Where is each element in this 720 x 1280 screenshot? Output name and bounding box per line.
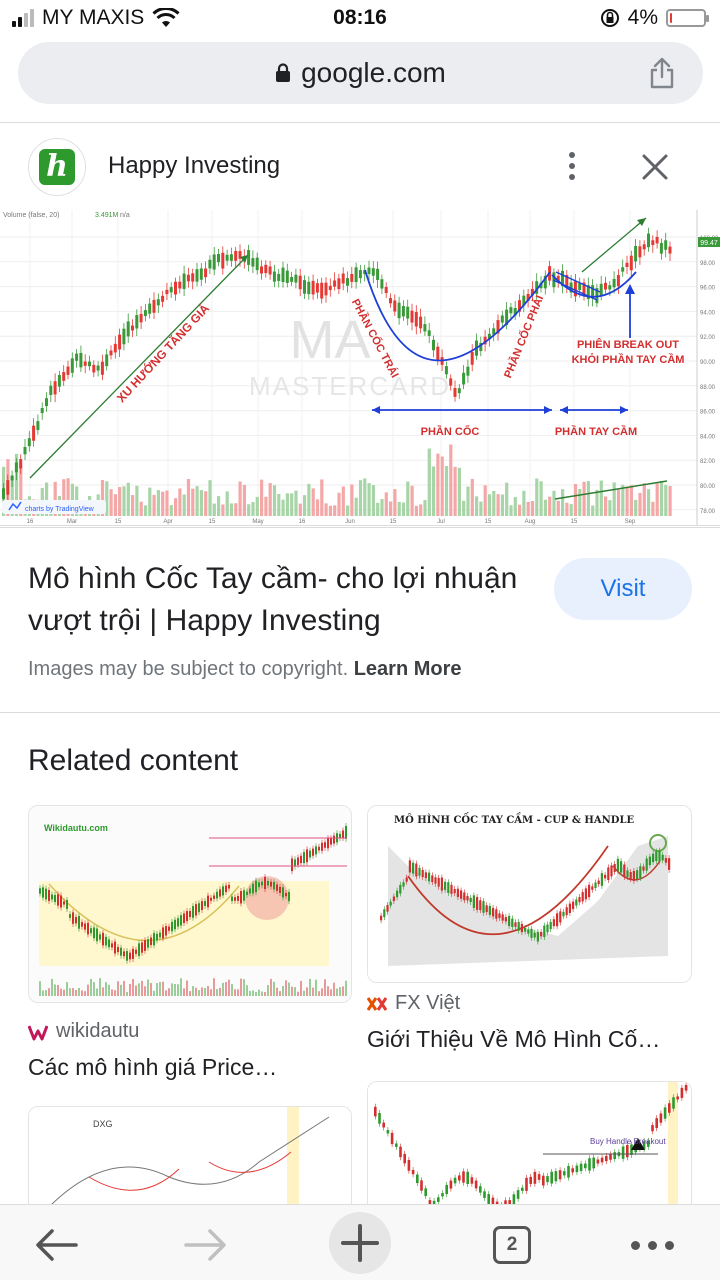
- annotation-breakout-2: KHỎI PHẦN TAY CẦM: [572, 353, 685, 366]
- x-tick-label: Aug: [525, 519, 536, 525]
- x-tick-label: 15: [485, 519, 492, 525]
- related-title-1[interactable]: Các mô hình giá Price…: [28, 1054, 278, 1080]
- wifi-icon: [152, 8, 180, 27]
- x-tick-label: Jul: [437, 519, 445, 525]
- carrier-label: MY MAXIS: [42, 6, 145, 29]
- back-button[interactable]: [26, 1215, 86, 1275]
- x-tick-label: 16: [27, 519, 34, 525]
- bottom-toolbar: 2: [0, 1204, 720, 1280]
- x-tick-label: 15: [209, 519, 216, 525]
- y-tick-label: 98.00: [700, 261, 716, 267]
- back-arrow-icon: [36, 1229, 78, 1261]
- y-tick-label: 90.00: [700, 360, 716, 366]
- source-logo[interactable]: h: [28, 138, 86, 196]
- x-tick-label: Mar: [67, 519, 77, 525]
- more-options-icon[interactable]: [560, 146, 584, 186]
- battery-percent: 4%: [627, 6, 658, 29]
- related-thumbnail-2[interactable]: MÔ HÌNH CỐC TAY CẦM - CUP & HANDLE: [367, 805, 692, 983]
- x-tick-label: Apr: [163, 519, 172, 525]
- watermark-top: MA: [290, 310, 371, 370]
- y-tick-label: 86.00: [700, 410, 716, 416]
- tabs-button[interactable]: 2: [482, 1215, 542, 1275]
- volume-value: 3.491M: [95, 212, 119, 219]
- share-icon[interactable]: [647, 57, 677, 89]
- x-tick-label: Jun: [345, 519, 355, 525]
- source-name[interactable]: Happy Investing: [108, 152, 281, 179]
- y-tick-label: 84.00: [700, 434, 716, 440]
- new-tab-button[interactable]: [329, 1212, 391, 1274]
- divider: [0, 712, 720, 713]
- signal-icon: [12, 9, 34, 27]
- visit-button[interactable]: Visit: [554, 558, 692, 620]
- more-menu-button[interactable]: [622, 1215, 682, 1275]
- related-source-1[interactable]: wikidautu: [28, 1020, 139, 1043]
- annotation-cup: PHẦN CỐC: [421, 424, 480, 438]
- address-bar[interactable]: google.com: [18, 42, 703, 104]
- x-tick-label: 16: [299, 519, 306, 525]
- tab-count: 2: [493, 1226, 531, 1264]
- related-source-2[interactable]: FX Việt: [367, 992, 460, 1015]
- plus-icon: [341, 1224, 379, 1262]
- cup-and-handle-chart-image: 100.0098.0096.0094.0092.0090.0088.0086.0…: [0, 210, 720, 525]
- volume-na: n/a: [120, 212, 130, 219]
- more-dots-icon: [630, 1240, 674, 1250]
- related-thumbnail-1[interactable]: Wikidautu.com: [28, 805, 352, 1003]
- result-title[interactable]: Mô hình Cốc Tay cầm- cho lợi nhuận vượt …: [28, 562, 518, 637]
- divider: [0, 122, 720, 123]
- close-icon[interactable]: [638, 150, 672, 184]
- annotation-handle: PHẦN TAY CẦM: [555, 425, 637, 438]
- image-viewer-header: h Happy Investing: [0, 124, 720, 210]
- x-tick-label: 15: [115, 519, 122, 525]
- y-tick-label: 88.00: [700, 385, 716, 391]
- cup-pattern-thumbnail: Wikidautu.com: [29, 806, 351, 1002]
- x-tick-label: May: [252, 519, 263, 525]
- related-title-2[interactable]: Giới Thiệu Về Mô Hình Cố…: [367, 1026, 661, 1052]
- tradingview-attribution: charts by TradingView: [25, 506, 95, 513]
- copyright-text: Images may be subject to copyright.: [28, 658, 349, 680]
- url-text: google.com: [301, 57, 446, 88]
- breakout-label: Buy Handle Breakout: [590, 1137, 666, 1146]
- x-tick-label: Sep: [625, 519, 636, 525]
- x-tick-label: 15: [390, 519, 397, 525]
- forward-arrow-icon: [184, 1229, 226, 1261]
- fx-caption: MÔ HÌNH CỐC TAY CẦM - CUP & HANDLE: [394, 813, 634, 826]
- status-right: 4%: [600, 6, 709, 30]
- dxg-label: DXG: [93, 1119, 113, 1129]
- status-left: MY MAXIS: [12, 6, 180, 30]
- clock: 08:16: [333, 6, 387, 29]
- wikidautu-logo-icon: [28, 1024, 48, 1040]
- learn-more-link[interactable]: Learn More: [353, 658, 462, 680]
- cup-handle-fx-thumbnail: MÔ HÌNH CỐC TAY CẦM - CUP & HANDLE: [368, 806, 691, 982]
- forward-button[interactable]: [176, 1215, 236, 1275]
- y-tick-label: 92.00: [700, 335, 716, 341]
- watermark-bottom: MASTERCARD: [249, 371, 451, 401]
- volume-label: Volume (false, 20): [3, 212, 59, 219]
- source-logo-letter: h: [39, 149, 75, 185]
- status-bar: MY MAXIS 08:16 4%: [0, 0, 720, 36]
- x-tick-label: 15: [571, 519, 578, 525]
- y-tick-label: 80.00: [700, 484, 716, 490]
- fxviet-logo-icon: [367, 996, 387, 1011]
- annotation-breakout-1: PHIÊN BREAK OUT: [577, 338, 679, 351]
- main-image[interactable]: 100.0098.0096.0094.0092.0090.0088.0086.0…: [0, 210, 720, 526]
- wikidautu-brand: Wikidautu.com: [44, 823, 108, 833]
- battery-icon: [666, 9, 709, 27]
- copyright-notice: Images may be subject to copyright. Lear…: [28, 658, 462, 681]
- last-price-tag: 99.47: [700, 240, 718, 247]
- lock-icon: [276, 63, 291, 82]
- y-tick-label: 78.00: [700, 509, 716, 515]
- related-content-heading: Related content: [28, 744, 239, 777]
- y-tick-label: 96.00: [700, 286, 716, 292]
- divider: [0, 527, 720, 528]
- y-tick-label: 94.00: [700, 310, 716, 316]
- rotation-lock-icon: [600, 9, 619, 27]
- y-tick-label: 82.00: [700, 459, 716, 465]
